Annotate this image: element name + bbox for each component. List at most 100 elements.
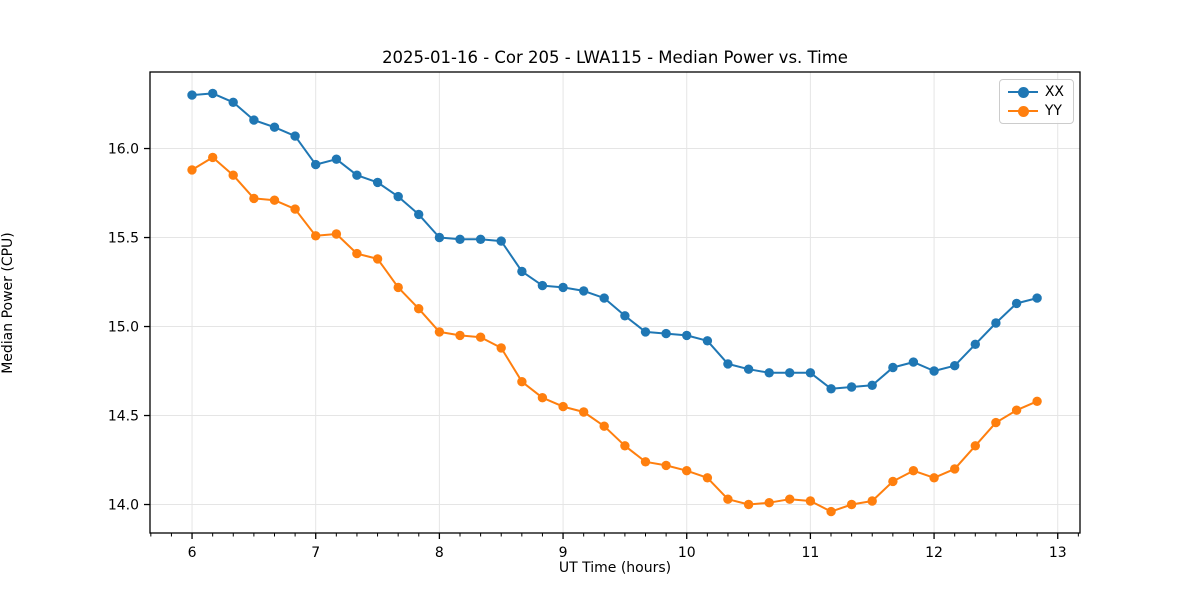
axes-spines xyxy=(149,71,1081,534)
x-axis-label: UT Time (hours) xyxy=(558,560,672,576)
data-point-yy xyxy=(372,254,383,264)
data-point-yy xyxy=(929,473,939,483)
data-point-xx xyxy=(1032,293,1042,303)
data-point-xx xyxy=(434,232,445,243)
data-point-xx xyxy=(475,234,486,244)
data-point-xx xyxy=(702,336,713,346)
data-point-xx xyxy=(208,88,218,99)
x-tick-label: 6 xyxy=(188,545,197,561)
xx-series-swatch-icon xyxy=(1007,86,1038,98)
data-point-yy xyxy=(1032,396,1042,406)
data-point-xx xyxy=(929,366,939,376)
x-tick-label: 9 xyxy=(559,545,568,561)
data-point-yy xyxy=(682,466,692,476)
y-tick-label: 14.5 xyxy=(108,409,139,425)
data-point-yy xyxy=(908,466,919,476)
legend-entry-xx: XX xyxy=(1007,84,1064,100)
y-tick-label: 15.5 xyxy=(108,231,139,247)
data-point-yy xyxy=(475,332,486,342)
data-point-xx xyxy=(352,170,362,180)
x-tick-label: 7 xyxy=(311,545,320,561)
data-point-yy xyxy=(599,421,609,431)
data-point-yy xyxy=(311,231,321,241)
legend-label-xx: XX xyxy=(1044,84,1064,100)
data-point-yy xyxy=(352,248,362,259)
series-line-yy xyxy=(191,156,1038,513)
data-point-yy xyxy=(826,506,836,517)
data-point-xx xyxy=(496,236,506,246)
yy-series-swatch-icon xyxy=(1007,105,1038,117)
data-point-xx xyxy=(414,209,424,220)
data-point-xx xyxy=(372,177,383,188)
data-point-xx xyxy=(908,357,919,367)
data-point-xx xyxy=(826,384,836,394)
data-point-xx xyxy=(579,286,589,296)
legend: XX YY xyxy=(998,79,1074,124)
x-tick-label: 8 xyxy=(435,545,444,561)
data-point-yy xyxy=(661,460,671,471)
data-point-xx xyxy=(269,122,280,132)
data-point-yy xyxy=(950,464,960,474)
data-point-xx xyxy=(805,368,816,378)
data-point-yy xyxy=(187,165,197,175)
y-axis-label: Median Power (CPU) xyxy=(0,232,16,374)
data-point-yy xyxy=(290,204,300,214)
data-point-xx xyxy=(311,159,321,170)
data-point-xx xyxy=(620,311,630,321)
data-point-xx xyxy=(517,266,527,277)
data-point-yy xyxy=(249,193,259,204)
data-point-yy xyxy=(846,499,857,510)
data-point-xx xyxy=(558,282,568,293)
data-point-yy xyxy=(537,393,548,403)
x-tick-label: 12 xyxy=(925,545,943,561)
data-point-xx xyxy=(723,359,733,369)
data-point-yy xyxy=(517,377,527,387)
data-point-xx xyxy=(682,330,692,341)
data-point-yy xyxy=(702,473,713,483)
data-point-xx xyxy=(290,131,300,141)
data-point-yy xyxy=(579,407,589,417)
data-point-yy xyxy=(867,496,877,506)
data-point-yy xyxy=(991,417,1001,428)
data-point-xx xyxy=(1011,298,1022,309)
data-point-yy xyxy=(970,441,980,451)
data-point-yy xyxy=(331,229,342,239)
data-point-xx xyxy=(393,191,403,202)
data-point-yy xyxy=(620,441,630,451)
chart-title: 2025-01-16 - Cor 205 - LWA115 - Median P… xyxy=(382,48,848,67)
data-point-yy xyxy=(269,195,280,205)
x-tick-label: 10 xyxy=(678,545,696,561)
y-tick-label: 15.0 xyxy=(108,320,139,336)
data-point-xx xyxy=(187,90,197,100)
data-point-xx xyxy=(846,382,857,392)
data-point-xx xyxy=(950,361,960,371)
data-point-xx xyxy=(331,154,342,164)
data-point-yy xyxy=(414,304,424,314)
data-point-xx xyxy=(455,234,465,244)
legend-entry-yy: YY xyxy=(1007,104,1064,118)
data-point-xx xyxy=(228,97,238,108)
data-point-yy xyxy=(393,282,403,293)
x-tick-label: 13 xyxy=(1049,545,1067,561)
data-point-yy xyxy=(455,330,465,341)
y-tick-label: 16.0 xyxy=(108,142,139,158)
data-point-yy xyxy=(723,494,733,504)
data-point-yy xyxy=(228,170,238,180)
data-point-xx xyxy=(867,380,877,390)
series-line-xx xyxy=(191,92,1038,390)
data-point-yy xyxy=(640,457,651,467)
y-tick-label: 14.0 xyxy=(108,498,139,514)
data-point-xx xyxy=(640,327,651,337)
data-point-yy xyxy=(888,476,898,487)
data-point-yy xyxy=(764,498,774,508)
data-point-xx xyxy=(661,328,671,339)
data-point-xx xyxy=(537,280,548,291)
data-point-yy xyxy=(434,327,445,337)
data-point-xx xyxy=(970,339,980,349)
data-point-xx xyxy=(764,368,774,378)
data-point-yy xyxy=(743,499,754,510)
data-point-yy xyxy=(1011,405,1022,415)
data-point-xx xyxy=(599,293,609,303)
